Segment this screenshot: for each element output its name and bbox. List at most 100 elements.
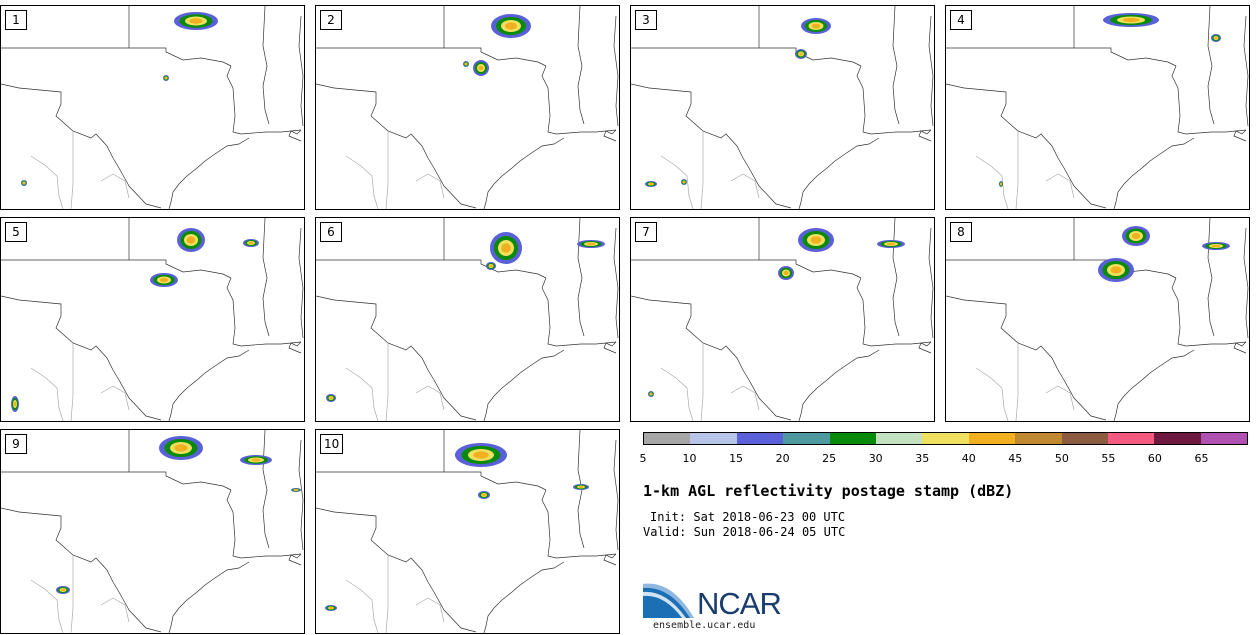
map-10: [316, 430, 619, 633]
colorbar-tick-label: 65: [1194, 452, 1209, 465]
stamp-panel-2: 2: [315, 5, 620, 210]
map-boundary: [892, 218, 900, 337]
map-boundary: [700, 131, 704, 209]
map-boundary: [541, 277, 617, 347]
map-boundary: [577, 430, 585, 549]
colorbar-segment: [829, 433, 876, 444]
reflectivity-cell: [1122, 17, 1140, 23]
map-4: [946, 6, 1249, 209]
init-time: Init: Sat 2018-06-23 00 UTC: [650, 510, 846, 524]
stamp-panel-10: 10: [315, 429, 620, 634]
map-boundary: [128, 6, 232, 67]
map-boundary: [298, 15, 304, 127]
map-6: [316, 218, 619, 421]
reflectivity-cell: [248, 241, 254, 245]
map-boundary: [1243, 15, 1249, 127]
reflectivity-cell: [586, 242, 596, 246]
map-boundary: [648, 299, 792, 421]
reflectivity-cell: [1214, 36, 1218, 40]
colorbar-segment: [922, 433, 969, 444]
map-boundary: [415, 173, 445, 199]
map-boundary: [70, 343, 74, 421]
map-boundary: [928, 227, 934, 339]
map-boundary: [483, 137, 565, 209]
ncar-logo-text: NCAR: [697, 586, 782, 621]
reflectivity-cell: [478, 65, 484, 71]
map-boundary: [288, 129, 302, 142]
reflectivity-cell: [683, 181, 685, 183]
reflectivity-cell: [501, 243, 511, 253]
colorbar-segment: [968, 433, 1016, 444]
map-boundary: [1207, 6, 1215, 125]
map-boundary: [226, 277, 302, 347]
reflectivity-cell: [159, 277, 169, 283]
map-boundary: [648, 87, 792, 209]
map-boundary: [603, 553, 617, 566]
map-boundary: [660, 367, 694, 421]
map-boundary: [262, 430, 270, 549]
map-boundary: [963, 299, 1107, 421]
map-boundary: [613, 439, 619, 551]
map-boundary: [577, 218, 585, 337]
map-boundary: [333, 299, 477, 421]
panel-number: 5: [5, 222, 27, 242]
colorbar-tick-label: 60: [1147, 452, 1162, 465]
map-boundary: [18, 299, 162, 421]
reflectivity-cell: [473, 451, 489, 459]
reflectivity-cell: [811, 23, 821, 29]
map-boundary: [631, 295, 650, 301]
colorbar-segment: [690, 433, 737, 444]
map-boundary: [758, 6, 862, 67]
colorbar-tick-label: 10: [682, 452, 697, 465]
map-boundary: [316, 507, 335, 513]
map-3: [631, 6, 934, 209]
map-boundary: [1, 507, 20, 513]
map-boundary: [577, 6, 585, 125]
reflectivity-cell: [13, 401, 17, 407]
panel-number: 9: [5, 434, 27, 454]
map-boundary: [856, 277, 932, 347]
map-boundary: [443, 430, 547, 491]
reflectivity-cell: [578, 486, 584, 488]
reflectivity-cell: [649, 183, 653, 185]
stamp-panel-3: 3: [630, 5, 935, 210]
map-boundary: [1171, 277, 1247, 347]
colorbar-tick-label: 40: [961, 452, 976, 465]
map-boundary: [1113, 137, 1195, 209]
map-boundary: [856, 65, 932, 135]
colorbar-tick-label: 50: [1054, 452, 1069, 465]
colorbar-segment: [1154, 433, 1201, 444]
map-boundary: [483, 561, 565, 633]
map-2: [316, 6, 619, 209]
map-boundary: [18, 511, 162, 633]
panel-number: 8: [950, 222, 972, 242]
map-boundary: [298, 439, 304, 551]
colorbar-tick-label: 15: [729, 452, 744, 465]
reflectivity-cell: [465, 63, 467, 65]
map-9: [1, 430, 304, 633]
map-8: [946, 218, 1249, 421]
map-boundary: [758, 218, 862, 279]
stamp-panel-8: 8: [945, 217, 1250, 422]
map-boundary: [288, 553, 302, 566]
map-boundary: [1045, 173, 1075, 199]
colorbar-tick-label: 25: [822, 452, 837, 465]
map-boundary: [30, 155, 64, 209]
reflectivity-cell: [189, 18, 203, 24]
colorbar-segment: [644, 433, 691, 444]
map-boundary: [100, 597, 130, 623]
logo-url: ensemble.ucar.edu: [653, 620, 756, 631]
reflectivity-cell: [505, 22, 517, 30]
colorbar-segment: [1061, 433, 1108, 444]
map-boundary: [385, 131, 389, 209]
colorbar-tick-label: 35: [915, 452, 930, 465]
map-boundary: [128, 430, 232, 491]
map-boundary: [316, 295, 335, 301]
map-boundary: [1113, 349, 1195, 421]
map-boundary: [1015, 343, 1019, 421]
map-boundary: [262, 6, 270, 125]
map-boundary: [415, 597, 445, 623]
map-boundary: [613, 15, 619, 127]
map-boundary: [18, 87, 162, 209]
reflectivity-cell: [810, 236, 822, 244]
